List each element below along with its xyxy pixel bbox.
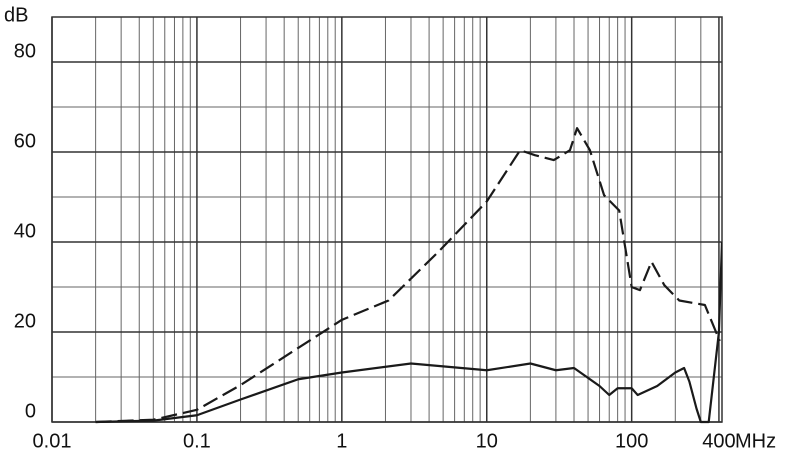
x-tick-label: 0.1 [183,430,211,452]
x-axis-label: MHz [735,430,776,452]
y-tick-label: 20 [14,310,36,332]
y-tick-label: 0 [25,400,36,422]
x-tick-label: 100 [615,430,648,452]
data-line [95,127,721,424]
x-tick-label: 10 [476,430,498,452]
y-tick-label: 40 [14,220,36,242]
data-line [95,241,722,424]
x-tick-label: 400 [702,430,735,452]
x-tick-label: 1 [336,430,347,452]
x-tick-label: 0.01 [33,430,72,452]
y-tick-label: 80 [14,40,36,62]
y-axis-label: dB [4,4,28,26]
y-tick-label: 60 [14,130,36,152]
plot-frame [51,16,723,423]
